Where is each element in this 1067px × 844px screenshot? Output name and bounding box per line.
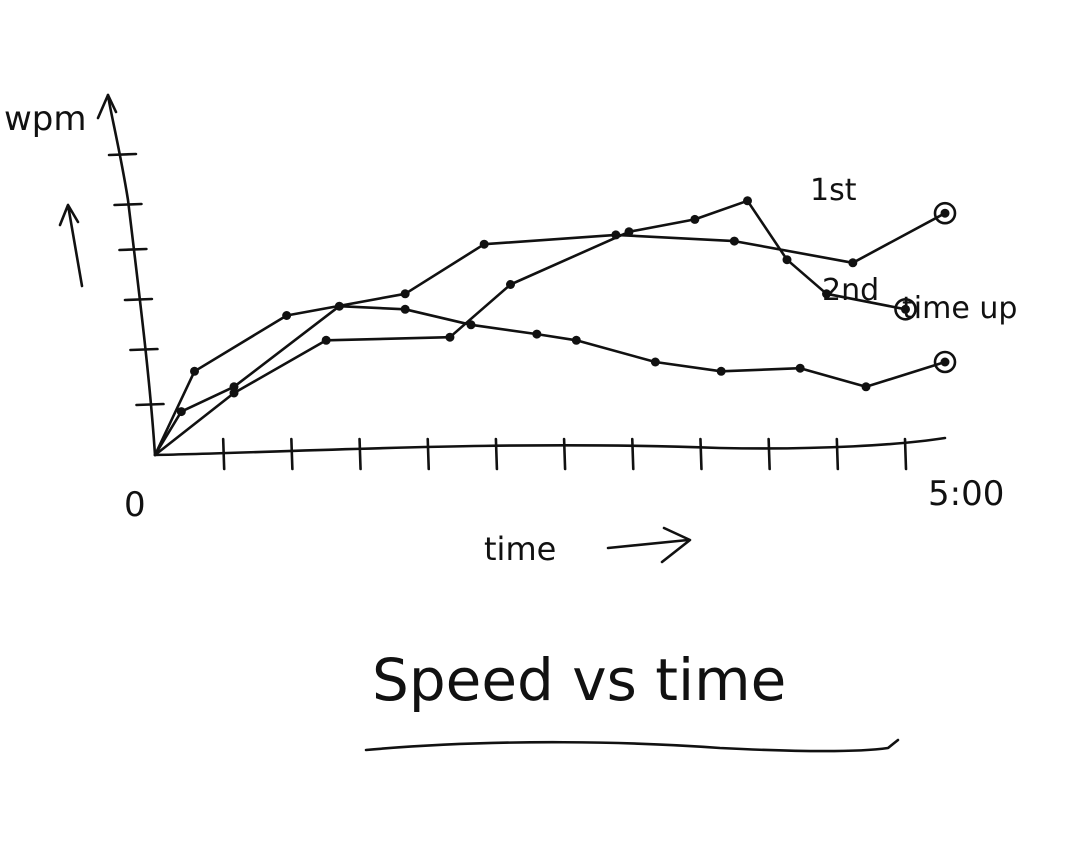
x-axis-label-arrow <box>606 526 692 564</box>
x-axis <box>153 436 947 457</box>
data-point <box>190 366 199 376</box>
data-point <box>532 329 542 339</box>
data-point <box>716 366 726 376</box>
y-tick <box>129 347 159 352</box>
data-point <box>229 388 239 398</box>
series-line-3 <box>153 304 947 457</box>
x-tick <box>699 437 703 471</box>
series-line-1 <box>153 211 947 457</box>
annotation-2nd: 2nd <box>822 273 879 308</box>
data-point <box>321 335 331 345</box>
x-axis-label: time <box>484 530 556 568</box>
y-tick <box>135 402 165 407</box>
x-tick <box>290 437 294 471</box>
y-tick <box>118 247 148 252</box>
data-point <box>690 214 700 224</box>
data-point <box>782 255 792 265</box>
data-point <box>822 289 831 299</box>
x-ticks <box>221 437 908 471</box>
x-tick <box>426 437 431 471</box>
x-tick <box>221 437 226 471</box>
data-point <box>400 304 410 314</box>
x-tick <box>494 437 499 471</box>
data-point <box>743 196 752 206</box>
data-point <box>176 407 186 417</box>
x-tick <box>358 437 362 471</box>
data-point <box>229 382 239 392</box>
chart-title: Speed vs time <box>372 646 786 714</box>
y-tick <box>107 152 138 157</box>
data-point <box>795 363 805 373</box>
title-underline <box>364 738 900 753</box>
x-tick <box>903 437 908 471</box>
x-tick-label-start: 0 <box>124 485 146 525</box>
data-point <box>901 304 910 314</box>
y-ticks <box>107 152 165 407</box>
x-tick <box>562 437 567 471</box>
data-point <box>466 320 476 330</box>
y-tick <box>113 202 143 207</box>
data-point <box>848 258 858 268</box>
data-point <box>571 335 581 345</box>
x-tick-label-end: 5:00 <box>928 474 1004 514</box>
annotation-time-up: time up <box>902 291 1017 326</box>
series-end-marker <box>894 297 917 321</box>
x-tick <box>835 437 840 471</box>
series-end-marker <box>933 201 957 225</box>
data-point <box>940 357 950 367</box>
x-tick <box>630 437 635 471</box>
data-point <box>729 236 739 246</box>
data-point <box>624 227 634 237</box>
data-point <box>940 208 950 218</box>
data-point <box>334 301 344 311</box>
y-axis-arrowhead <box>96 93 118 120</box>
y-axis-label: wpm <box>4 99 87 139</box>
y-tick <box>123 297 154 302</box>
annotation-1st: 1st <box>810 173 857 208</box>
data-point <box>282 311 292 320</box>
side-up-arrow <box>58 203 84 288</box>
data-point <box>479 239 489 249</box>
data-point <box>861 382 871 392</box>
data-point <box>506 280 515 289</box>
data-point <box>400 289 410 299</box>
data-point <box>650 357 660 367</box>
x-tick <box>767 437 771 471</box>
y-axis <box>106 93 157 457</box>
series-end-marker <box>933 350 957 374</box>
data-point <box>445 332 455 342</box>
series-layer <box>153 196 957 457</box>
